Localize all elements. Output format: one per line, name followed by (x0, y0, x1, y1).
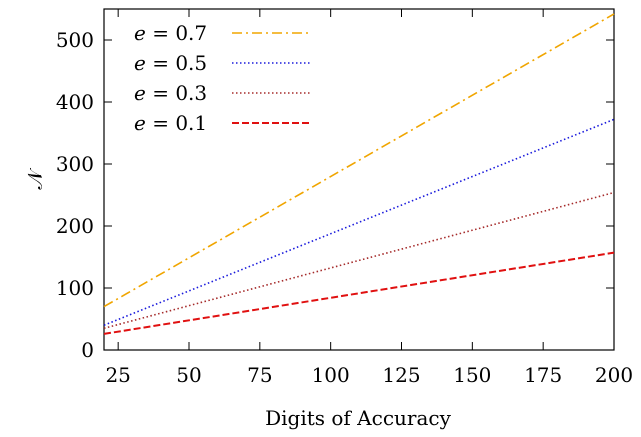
x-tick-label: 150 (453, 363, 491, 387)
series-line-e-0-1 (103, 251, 615, 335)
x-tick-label: 175 (524, 363, 562, 387)
x-tick-label: 125 (382, 363, 420, 387)
plot-frame (103, 8, 615, 351)
series-line-e-0-7 (103, 13, 615, 308)
legend-label: e = 0.1 (134, 111, 207, 135)
x-tick-label: 25 (105, 363, 130, 387)
series-layer (103, 13, 615, 335)
y-tick-label: 0 (81, 338, 94, 362)
y-tick-label: 200 (56, 214, 94, 238)
legend-label: e = 0.3 (134, 81, 207, 105)
x-tick-label: 50 (176, 363, 201, 387)
ticks-layer: 25 50 75 100 125 150 175 200 0 100 200 300 400 500 (56, 9, 633, 387)
y-tick-label: 500 (56, 28, 94, 52)
y-tick-label: 300 (56, 152, 94, 176)
x-axis-title: Digits of Accuracy (265, 406, 452, 430)
y-tick-label: 100 (56, 276, 94, 300)
x-tick-label: 75 (247, 363, 272, 387)
x-tick-label: 100 (312, 363, 350, 387)
legend: e = 0.7 e = 0.5 e = 0.3 e = 0.1 (134, 21, 312, 135)
legend-label: e = 0.5 (134, 51, 207, 75)
series-line-e-0-5 (103, 118, 615, 326)
x-tick-label: 200 (595, 363, 633, 387)
y-axis-title: 𝒩 (23, 168, 47, 190)
y-tick-label: 400 (56, 90, 94, 114)
series-line-e-0-3 (103, 191, 615, 330)
legend-label: e = 0.7 (134, 21, 207, 45)
